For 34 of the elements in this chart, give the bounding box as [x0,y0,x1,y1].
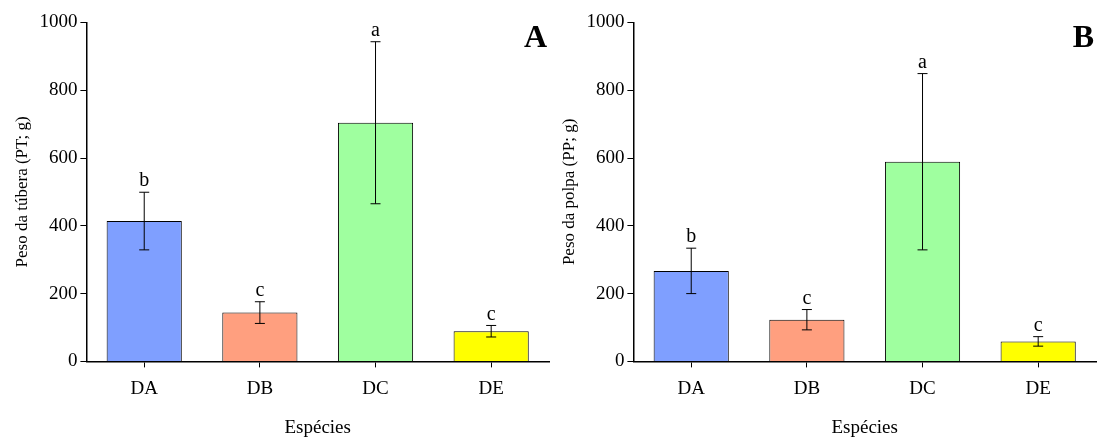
annotation: c [255,277,265,300]
y-tick-label: 400 [595,213,625,235]
y-tick-label: 1000 [586,10,625,32]
annotation: c [1033,312,1043,335]
y-tick-label: 800 [48,78,78,100]
chart-title: A [523,17,547,54]
x-axis-title: Espécies [831,415,898,437]
y-tick-label: 0 [67,349,78,371]
y-tick-label: 800 [595,78,625,100]
x-tick-label: DA [677,376,706,398]
y-axis-title: Peso da túbera (PT; g) [11,116,31,268]
annotation: b [686,224,697,247]
x-tick-label: DC [909,376,936,398]
annotation: c [486,301,496,324]
chart-title: B [1072,17,1094,54]
y-tick-label: 0 [614,349,625,371]
x-tick-label: DE [1025,376,1051,398]
y-tick-label: 600 [595,145,625,167]
y-axis-title: Peso da polpa (PP; g) [558,118,578,266]
x-tick-label: DC [362,376,389,398]
annotation: a [371,17,381,40]
x-tick-label: DE [478,376,504,398]
x-tick-label: DB [246,376,274,398]
annotation: b [139,168,150,191]
y-tick-label: 1000 [39,10,78,32]
y-tick-label: 600 [48,145,78,167]
y-tick-label: 200 [595,281,625,303]
y-tick-label: 400 [48,213,78,235]
x-tick-label: DA [130,376,159,398]
annotation: c [802,285,812,308]
x-axis-title: Espécies [284,415,351,437]
x-tick-label: DB [793,376,821,398]
annotation: a [918,49,928,72]
y-tick-label: 200 [48,281,78,303]
